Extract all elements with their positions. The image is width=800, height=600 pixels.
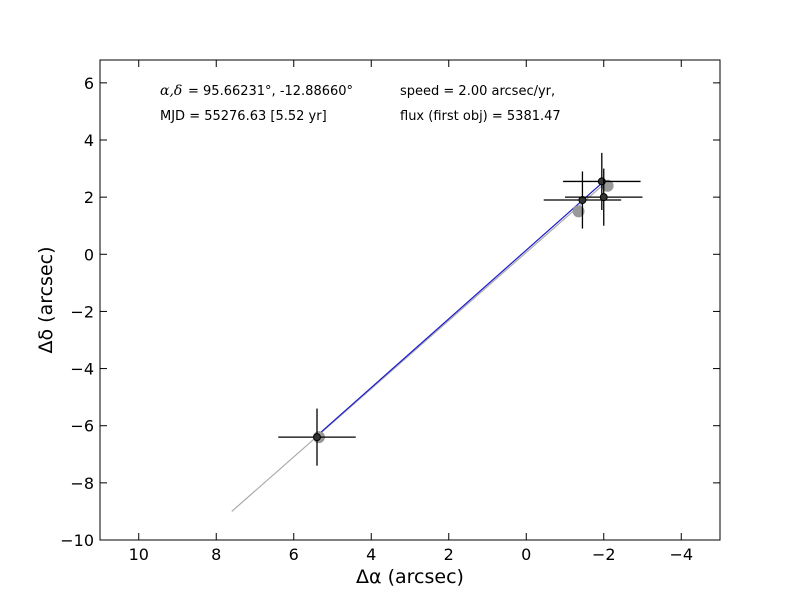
measured-position-point	[313, 433, 321, 442]
x-tick-label: 6	[289, 545, 299, 564]
y-tick-label: 4	[84, 131, 94, 150]
y-tick-label: −10	[60, 531, 94, 550]
fit-line	[316, 180, 605, 437]
data-points	[278, 152, 643, 466]
x-tick-label: −4	[669, 545, 693, 564]
data-lines	[231, 180, 605, 512]
y-axis-label: Δδ (arcsec)	[35, 246, 57, 353]
y-tick-label: 0	[84, 245, 94, 264]
model-position-point	[572, 205, 585, 218]
y-tick-label: −8	[70, 474, 94, 493]
x-tick-label: 8	[211, 545, 221, 564]
annotation-coords-value: = 95.66231°, -12.88660°	[188, 84, 353, 99]
plot-frame	[99, 59, 721, 541]
x-axis-label: Δα (arcsec)	[356, 566, 464, 588]
model-track-line	[231, 183, 605, 512]
x-tick-label: −2	[592, 545, 616, 564]
annotation-mjd: MJD = 55276.63 [5.52 yr]	[160, 109, 327, 124]
x-tick-label: 4	[366, 545, 376, 564]
y-tick-label: −4	[70, 360, 94, 379]
axis-ticks: 10 8 6 4 2 0 −2 −4 6 4 2 0 −2 −4 −6 −8 −10	[60, 60, 720, 564]
y-tick-label: 6	[84, 74, 94, 93]
annotation-coords-prefix: α,δ	[160, 83, 182, 99]
y-tick-label: 2	[84, 188, 94, 207]
x-tick-label: 10	[129, 545, 149, 564]
y-tick-label: −2	[70, 302, 94, 321]
x-tick-label: 2	[444, 545, 454, 564]
annotation-speed: speed = 2.00 arcsec/yr,	[400, 84, 555, 99]
y-tick-label: −6	[70, 417, 94, 436]
measured-position-point	[599, 193, 608, 202]
x-tick-label: 0	[521, 545, 531, 564]
annotation-flux: flux (first obj) = 5381.47	[400, 109, 561, 124]
